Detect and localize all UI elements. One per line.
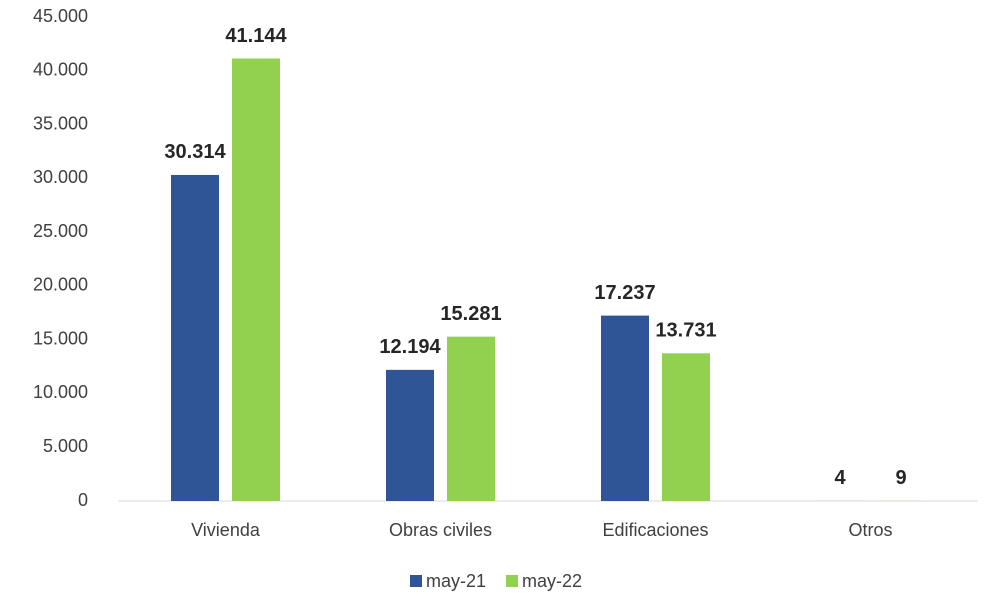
legend-swatch xyxy=(506,575,519,587)
bar xyxy=(232,58,280,502)
y-tick-label: 40.000 xyxy=(33,60,88,80)
bar xyxy=(386,369,434,501)
y-tick-label: 45.000 xyxy=(33,6,88,26)
bar xyxy=(447,336,495,501)
value-label: 41.144 xyxy=(225,25,287,47)
y-tick-label: 20.000 xyxy=(33,275,88,295)
y-tick-label: 0 xyxy=(78,490,88,510)
x-tick-label: Otros xyxy=(848,520,892,540)
bar xyxy=(601,315,649,501)
y-tick-label: 35.000 xyxy=(33,113,88,133)
bar xyxy=(662,353,710,501)
legend-label: may-21 xyxy=(426,571,486,591)
y-tick-label: 10.000 xyxy=(33,382,88,402)
legend-swatch xyxy=(410,575,422,587)
value-label: 4 xyxy=(834,467,846,489)
y-tick-label: 30.000 xyxy=(33,167,88,187)
x-tick-label: Vivienda xyxy=(191,520,261,540)
bar xyxy=(171,174,219,501)
value-label: 17.237 xyxy=(594,282,655,304)
y-tick-label: 25.000 xyxy=(33,221,88,241)
y-tick-label: 5.000 xyxy=(43,436,88,456)
value-label: 13.731 xyxy=(655,320,716,342)
value-label: 9 xyxy=(895,467,906,489)
x-tick-label: Edificaciones xyxy=(602,520,708,540)
value-label: 30.314 xyxy=(164,141,226,163)
x-tick-label: Obras civiles xyxy=(389,520,492,540)
value-label: 15.281 xyxy=(440,303,501,325)
legend-label: may-22 xyxy=(522,571,582,591)
value-label: 12.194 xyxy=(379,336,441,358)
y-tick-label: 15.000 xyxy=(33,328,88,348)
